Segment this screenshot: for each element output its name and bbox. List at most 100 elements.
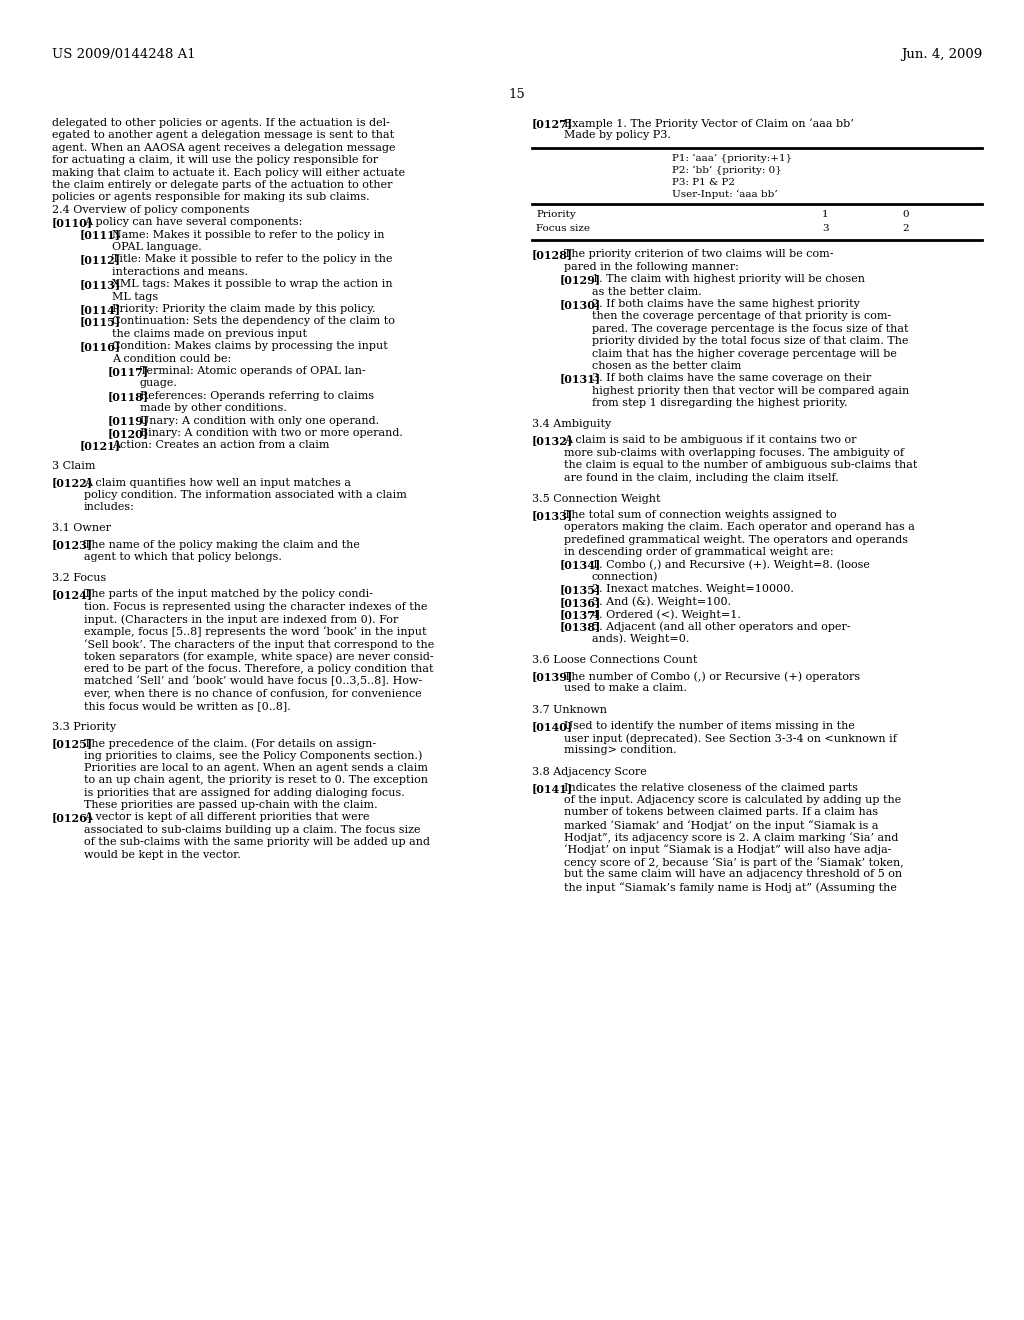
Text: Indicates the relative closeness of the claimed parts: Indicates the relative closeness of the … [564,783,858,792]
Text: in descending order of grammatical weight are:: in descending order of grammatical weigh… [564,546,834,557]
Text: used to make a claim.: used to make a claim. [564,684,687,693]
Text: Priorities are local to an agent. When an agent sends a claim: Priorities are local to an agent. When a… [84,763,428,772]
Text: tion. Focus is represented using the character indexes of the: tion. Focus is represented using the cha… [84,602,427,611]
Text: P1: ‘aaa’ {priority:+1}: P1: ‘aaa’ {priority:+1} [672,154,793,164]
Text: the claim entirely or delegate parts of the actuation to other: the claim entirely or delegate parts of … [52,180,392,190]
Text: agent. When an AAOSA agent receives a delegation message: agent. When an AAOSA agent receives a de… [52,143,395,153]
Text: Priority: Priority the claim made by this policy.: Priority: Priority the claim made by thi… [112,304,376,314]
Text: 5. Adjacent (and all other operators and oper-: 5. Adjacent (and all other operators and… [592,622,851,632]
Text: claim that has the higher coverage percentage will be: claim that has the higher coverage perce… [592,348,897,359]
Text: cency score of 2, because ‘Sia’ is part of the ‘Siamak’ token,: cency score of 2, because ‘Sia’ is part … [564,857,904,867]
Text: example, focus [5..8] represents the word ‘book’ in the input: example, focus [5..8] represents the wor… [84,627,427,638]
Text: [0130]: [0130] [560,300,601,310]
Text: Jun. 4, 2009: Jun. 4, 2009 [901,48,982,61]
Text: policy condition. The information associated with a claim: policy condition. The information associ… [84,490,407,500]
Text: the input “Siamak’s family name is Hodj at” (Assuming the: the input “Siamak’s family name is Hodj … [564,882,897,892]
Text: The name of the policy making the claim and the: The name of the policy making the claim … [84,540,359,549]
Text: [0136]: [0136] [560,597,601,607]
Text: [0141]: [0141] [532,783,573,793]
Text: User-Input: ‘aaa bb’: User-Input: ‘aaa bb’ [672,189,778,198]
Text: number of tokens between claimed parts. If a claim has: number of tokens between claimed parts. … [564,808,879,817]
Text: but the same claim will have an adjacency threshold of 5 on: but the same claim will have an adjacenc… [564,870,902,879]
Text: [0121]: [0121] [80,441,121,451]
Text: XML tags: Makes it possible to wrap the action in: XML tags: Makes it possible to wrap the … [112,280,392,289]
Text: missing> condition.: missing> condition. [564,746,677,755]
Text: guage.: guage. [140,379,178,388]
Text: 1. Combo (,) and Recursive (+). Weight=8. (loose: 1. Combo (,) and Recursive (+). Weight=8… [592,560,869,570]
Text: highest priority then that vector will be compared again: highest priority then that vector will b… [592,385,909,396]
Text: Example 1. The Priority Vector of Claim on ‘aaa bb’: Example 1. The Priority Vector of Claim … [564,117,854,129]
Text: [0135]: [0135] [560,585,601,595]
Text: Binary: A condition with two or more operand.: Binary: A condition with two or more ope… [140,428,402,438]
Text: ML tags: ML tags [112,292,158,301]
Text: marked ‘Siamak’ and ‘Hodjat’ on the input “Siamak is a: marked ‘Siamak’ and ‘Hodjat’ on the inpu… [564,820,879,830]
Text: [0126]: [0126] [52,812,93,824]
Text: Condition: Makes claims by processing the input: Condition: Makes claims by processing th… [112,341,388,351]
Text: Made by policy P3.: Made by policy P3. [564,131,671,140]
Text: ands). Weight=0.: ands). Weight=0. [592,634,689,644]
Text: operators making the claim. Each operator and operand has a: operators making the claim. Each operato… [564,523,914,532]
Text: would be kept in the vector.: would be kept in the vector. [84,850,241,859]
Text: 3.2 Focus: 3.2 Focus [52,573,106,583]
Text: 3.5 Connection Weight: 3.5 Connection Weight [532,494,660,504]
Text: 4. Ordered (<). Weight=1.: 4. Ordered (<). Weight=1. [592,609,741,619]
Text: then the coverage percentage of that priority is com-: then the coverage percentage of that pri… [592,312,891,322]
Text: from step 1 disregarding the highest priority.: from step 1 disregarding the highest pri… [592,399,848,408]
Text: [0111]: [0111] [80,230,121,240]
Text: Unary: A condition with only one operand.: Unary: A condition with only one operand… [140,416,379,425]
Text: more sub-claims with overlapping focuses. The ambiguity of: more sub-claims with overlapping focuses… [564,447,904,458]
Text: 3.6 Loose Connections Count: 3.6 Loose Connections Count [532,655,697,665]
Text: ‘Sell book’. The characters of the input that correspond to the: ‘Sell book’. The characters of the input… [84,639,434,649]
Text: 3.7 Unknown: 3.7 Unknown [532,705,607,714]
Text: Focus size: Focus size [536,224,590,234]
Text: priority divided by the total focus size of that claim. The: priority divided by the total focus size… [592,337,908,346]
Text: includes:: includes: [84,503,135,512]
Text: [0123]: [0123] [52,540,93,550]
Text: 15: 15 [509,88,525,102]
Text: A vector is kept of all different priorities that were: A vector is kept of all different priori… [84,812,370,822]
Text: of the input. Adjacency score is calculated by adding up the: of the input. Adjacency score is calcula… [564,795,901,805]
Text: of the sub-claims with the same priority will be added up and: of the sub-claims with the same priority… [84,837,430,847]
Text: P3: P1 & P2: P3: P1 & P2 [672,177,735,186]
Text: Action: Creates an action from a claim: Action: Creates an action from a claim [112,441,330,450]
Text: delegated to other policies or agents. If the actuation is del-: delegated to other policies or agents. I… [52,117,390,128]
Text: 2.4 Overview of policy components: 2.4 Overview of policy components [52,205,250,215]
Text: [0129]: [0129] [560,275,601,285]
Text: pared. The coverage percentage is the focus size of that: pared. The coverage percentage is the fo… [592,323,908,334]
Text: associated to sub-claims building up a claim. The focus size: associated to sub-claims building up a c… [84,825,421,834]
Text: this focus would be written as [0..8].: this focus would be written as [0..8]. [84,701,291,710]
Text: [0120]: [0120] [108,428,150,440]
Text: 2. If both claims have the same highest priority: 2. If both claims have the same highest … [592,300,860,309]
Text: These priorities are passed up-chain with the claim.: These priorities are passed up-chain wit… [84,800,378,810]
Text: [0132]: [0132] [532,436,573,446]
Text: policies or agents responsible for making its sub claims.: policies or agents responsible for makin… [52,193,370,202]
Text: predefined grammatical weight. The operators and operands: predefined grammatical weight. The opera… [564,535,908,545]
Text: ‘Hodjat’ on input “Siamak is a Hodjat” will also have adja-: ‘Hodjat’ on input “Siamak is a Hodjat” w… [564,845,892,855]
Text: 3.3 Priority: 3.3 Priority [52,722,116,731]
Text: 3.1 Owner: 3.1 Owner [52,524,111,533]
Text: The number of Combo (,) or Recursive (+) operators: The number of Combo (,) or Recursive (+)… [564,671,860,681]
Text: [0134]: [0134] [560,560,601,570]
Text: [0117]: [0117] [108,366,150,378]
Text: 3. If both claims have the same coverage on their: 3. If both claims have the same coverage… [592,374,871,383]
Text: ever, when there is no chance of confusion, for convenience: ever, when there is no chance of confusi… [84,689,422,698]
Text: [0113]: [0113] [80,280,121,290]
Text: [0125]: [0125] [52,738,93,748]
Text: [0112]: [0112] [80,255,121,265]
Text: A claim quantifies how well an input matches a: A claim quantifies how well an input mat… [84,478,351,487]
Text: [0115]: [0115] [80,317,121,327]
Text: [0137]: [0137] [560,609,601,620]
Text: [0133]: [0133] [532,510,573,521]
Text: A claim is said to be ambiguous if it contains two or: A claim is said to be ambiguous if it co… [564,436,856,445]
Text: The priority criterion of two claims will be com-: The priority criterion of two claims wil… [564,249,834,260]
Text: is priorities that are assigned for adding dialoging focus.: is priorities that are assigned for addi… [84,788,404,797]
Text: 3. And (&). Weight=100.: 3. And (&). Weight=100. [592,597,731,607]
Text: Continuation: Sets the dependency of the claim to: Continuation: Sets the dependency of the… [112,317,395,326]
Text: [0131]: [0131] [560,374,601,384]
Text: Priority: Priority [536,210,575,219]
Text: as the better claim.: as the better claim. [592,286,701,297]
Text: 1: 1 [822,210,828,219]
Text: [0118]: [0118] [108,391,150,401]
Text: 3 Claim: 3 Claim [52,462,95,471]
Text: The precedence of the claim. (For details on assign-: The precedence of the claim. (For detail… [84,738,376,748]
